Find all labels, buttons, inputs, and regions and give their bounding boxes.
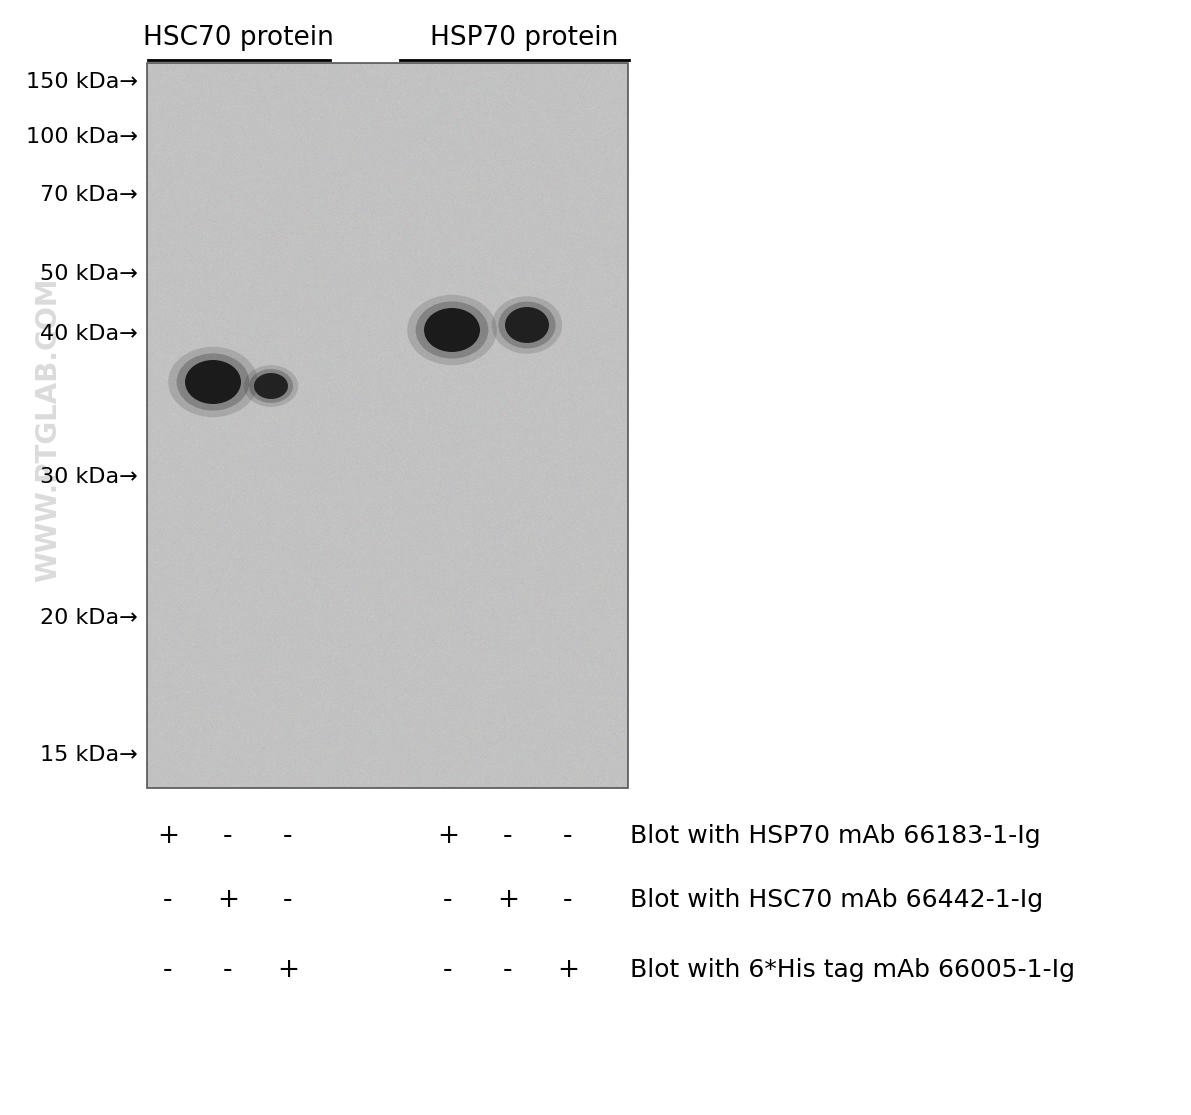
Text: Blot with HSP70 mAb 66183-1-Ig: Blot with HSP70 mAb 66183-1-Ig — [630, 824, 1041, 849]
Text: 20 kDa→: 20 kDa→ — [40, 608, 138, 628]
Ellipse shape — [249, 369, 293, 403]
Ellipse shape — [416, 301, 488, 359]
Text: 100 kDa→: 100 kDa→ — [26, 127, 138, 147]
Text: -: - — [223, 823, 232, 849]
Text: +: + — [157, 823, 179, 849]
Text: -: - — [443, 957, 453, 983]
Ellipse shape — [498, 301, 555, 348]
Text: 40 kDa→: 40 kDa→ — [40, 324, 138, 345]
Text: -: - — [443, 888, 453, 913]
Text: WWW.PTGLAB.COM: WWW.PTGLAB.COM — [35, 278, 62, 582]
Text: HSP70 protein: HSP70 protein — [430, 25, 618, 51]
Text: +: + — [437, 823, 459, 849]
Ellipse shape — [505, 307, 549, 343]
Text: 150 kDa→: 150 kDa→ — [26, 72, 138, 93]
Ellipse shape — [244, 366, 298, 407]
Ellipse shape — [254, 374, 288, 399]
Ellipse shape — [407, 294, 497, 366]
Ellipse shape — [176, 353, 249, 410]
Text: Blot with 6*His tag mAb 66005-1-Ig: Blot with 6*His tag mAb 66005-1-Ig — [630, 958, 1075, 982]
Ellipse shape — [424, 308, 480, 352]
Text: +: + — [497, 888, 519, 913]
Text: +: + — [278, 957, 299, 983]
Text: -: - — [504, 957, 513, 983]
Text: -: - — [163, 957, 173, 983]
Text: -: - — [504, 823, 513, 849]
Bar — [146, 64, 628, 788]
Text: -: - — [563, 823, 573, 849]
Text: HSC70 protein: HSC70 protein — [143, 25, 333, 51]
Ellipse shape — [185, 360, 241, 404]
Ellipse shape — [168, 347, 257, 417]
Text: -: - — [163, 888, 173, 913]
Text: 30 kDa→: 30 kDa→ — [40, 467, 138, 487]
Text: -: - — [283, 823, 293, 849]
Text: +: + — [557, 957, 579, 983]
Text: -: - — [223, 957, 232, 983]
Text: Blot with HSC70 mAb 66442-1-Ig: Blot with HSC70 mAb 66442-1-Ig — [630, 888, 1043, 912]
Text: -: - — [283, 888, 293, 913]
Text: 50 kDa→: 50 kDa→ — [40, 264, 138, 284]
Ellipse shape — [492, 297, 562, 353]
Text: 15 kDa→: 15 kDa→ — [40, 745, 138, 765]
Text: +: + — [217, 888, 239, 913]
Text: 70 kDa→: 70 kDa→ — [40, 185, 138, 205]
Text: -: - — [563, 888, 573, 913]
